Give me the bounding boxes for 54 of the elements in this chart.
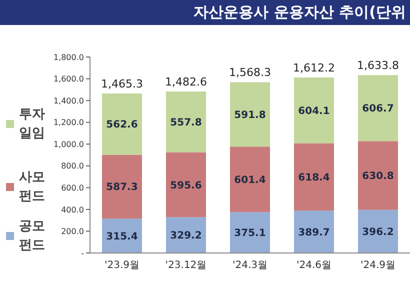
y-tick-label: 1,000.0 (53, 140, 84, 149)
y-tick-label: 600.0 (61, 184, 84, 193)
data-label: 606.7 (362, 104, 394, 115)
bar (358, 75, 398, 142)
data-label: 557.8 (170, 117, 202, 128)
data-label: 396.2 (362, 226, 394, 238)
bar (358, 141, 398, 210)
data-label: 389.7 (298, 227, 330, 238)
y-tick-label: 1,600.0 (53, 74, 84, 84)
x-tick-label: '24.3월 (232, 260, 268, 272)
legend-label: 투자 일임 (18, 106, 46, 144)
y-tick-label: 800.0 (61, 162, 84, 171)
bar (166, 152, 206, 218)
bar (102, 154, 142, 219)
y-tick-label: - (81, 248, 84, 258)
legend-label: 사모 펀드 (18, 168, 46, 206)
total-label: 1,568.3 (229, 66, 271, 80)
total-label: 1,612.2 (293, 61, 335, 74)
y-tick-label: 1,400.0 (53, 96, 84, 106)
x-tick-label: '24.9월 (360, 260, 396, 272)
bar (230, 146, 270, 212)
y-tick-label: 1,200.0 (53, 118, 84, 128)
bar (294, 210, 334, 253)
total-label: 1,465.3 (101, 77, 143, 90)
bar (166, 217, 206, 253)
data-label: 630.8 (362, 171, 394, 182)
bar (230, 82, 270, 147)
y-tick-label: 1,800.0 (53, 52, 84, 62)
data-label: 604.1 (298, 106, 330, 117)
total-label: 1,633.8 (357, 59, 399, 72)
data-label: 375.1 (234, 228, 266, 240)
bar (294, 143, 334, 211)
x-tick-label: '23.9월 (104, 260, 140, 272)
data-label: 601.4 (234, 174, 266, 186)
bar (358, 210, 398, 253)
data-label: 562.6 (106, 120, 138, 131)
y-tick-label: 200.0 (61, 227, 84, 236)
x-tick-label: '24.6월 (296, 260, 332, 272)
total-label: 1,482.6 (165, 76, 207, 89)
y-tick-label: 400.0 (61, 205, 84, 214)
data-label: 595.6 (170, 180, 202, 192)
data-label: 591.8 (234, 110, 266, 121)
data-label: 329.2 (170, 230, 202, 242)
data-label: 618.4 (298, 172, 330, 184)
chart-title: 자산운용사 운용자산 추이(단위 (0, 0, 410, 25)
legend-label: 공모 펀드 (18, 218, 46, 255)
data-label: 315.4 (106, 231, 138, 242)
x-tick-label: '23.12월 (165, 260, 207, 272)
bar (102, 93, 142, 155)
bar (102, 218, 142, 253)
bar (166, 92, 206, 152)
data-label: 587.3 (106, 182, 138, 194)
bar (294, 77, 334, 144)
bar (230, 212, 270, 253)
